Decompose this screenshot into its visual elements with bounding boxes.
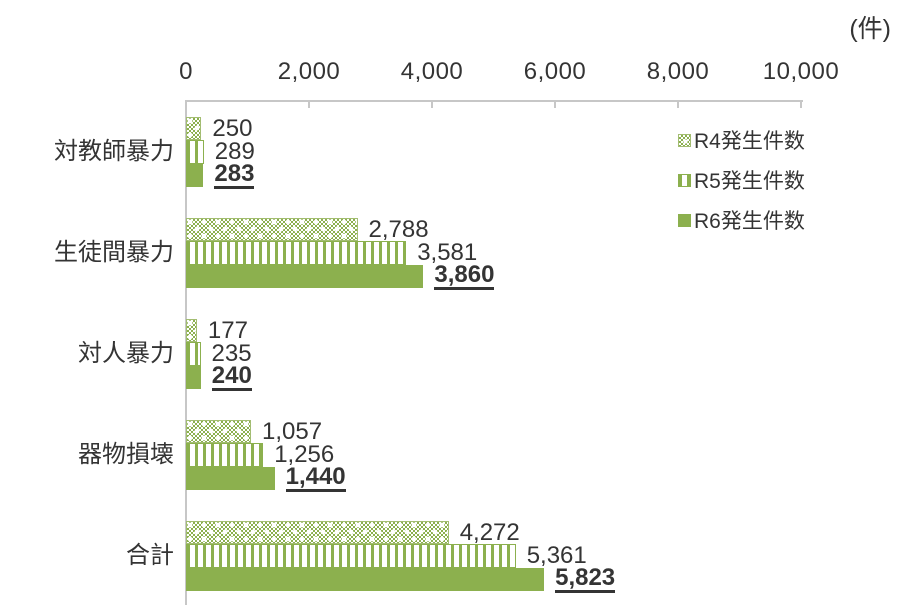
legend-swatch-r6 — [678, 213, 691, 227]
bar-value-text: 235 — [211, 340, 252, 368]
bar-value-text: 5,361 — [526, 542, 587, 570]
bar-r4 — [186, 218, 358, 242]
x-tick — [677, 101, 679, 108]
x-axis-line — [186, 100, 803, 102]
bar-r4 — [186, 521, 449, 545]
x-tick-label: 0 — [179, 58, 193, 85]
bar-r5 — [186, 544, 516, 568]
legend-swatch-r4 — [678, 133, 691, 147]
legend-swatch-r5 — [678, 173, 691, 187]
bar-r6 — [186, 365, 201, 389]
bar-value-label: 1,057 — [262, 418, 323, 446]
bar-r5 — [186, 241, 407, 265]
bar-value-label: 289 — [214, 138, 255, 166]
bar-value-label: 3,860 — [434, 260, 495, 290]
bar-r5 — [186, 140, 204, 164]
bar-value-label: 1,440 — [285, 462, 346, 492]
x-tick — [431, 101, 433, 108]
bar-r5 — [186, 443, 264, 467]
bar-value-label: 283 — [214, 159, 255, 189]
bar-value-text: 1,256 — [274, 441, 335, 469]
bar-r6 — [186, 163, 204, 187]
bar-value-text: 283 — [214, 159, 255, 189]
bar-value-text: 177 — [207, 317, 248, 345]
unit-label: (件) — [849, 15, 891, 43]
bar-value-text: 1,440 — [285, 462, 346, 492]
bar-r4 — [186, 319, 197, 343]
bar-value-text: 4,272 — [459, 519, 520, 547]
x-tick — [800, 101, 802, 108]
bar-value-label: 235 — [211, 340, 252, 368]
bar-value-label: 5,361 — [526, 542, 587, 570]
legend-label: R6発生件数 — [694, 210, 805, 233]
bar-value-label: 4,272 — [459, 519, 520, 547]
bar-value-text: 5,823 — [555, 563, 616, 593]
bar-r4 — [186, 117, 202, 141]
bar-value-text: 3,581 — [417, 239, 478, 267]
x-tick — [554, 101, 556, 108]
bar-value-label: 177 — [207, 317, 248, 345]
x-tick-label: 10,000 — [762, 58, 840, 85]
bar-value-text: 1,057 — [262, 418, 323, 446]
x-tick-label: 8,000 — [646, 58, 710, 85]
legend-item: R5発生件数 — [678, 169, 805, 193]
x-tick — [185, 101, 187, 108]
bar-r5 — [186, 342, 201, 366]
legend-label: R5発生件数 — [694, 170, 805, 193]
bar-value-text: 2,788 — [368, 216, 429, 244]
bar-value-label: 1,256 — [274, 441, 335, 469]
bar-r6 — [186, 567, 545, 591]
x-tick-label: 6,000 — [523, 58, 587, 85]
x-tick — [308, 101, 310, 108]
bar-value-label: 5,823 — [555, 563, 616, 593]
category-label: 対教師暴力 — [54, 137, 174, 165]
category-label: 対人暴力 — [78, 339, 174, 367]
legend-item: R6発生件数 — [678, 209, 805, 233]
x-tick-label: 2,000 — [277, 58, 341, 85]
x-tick-label: 4,000 — [400, 58, 464, 85]
legend-item: R4発生件数 — [678, 129, 805, 153]
bar-value-text: 3,860 — [434, 260, 495, 290]
bar-value-label: 240 — [211, 361, 252, 391]
category-label: 器物損壊 — [78, 440, 174, 468]
bar-r4 — [186, 420, 251, 444]
bar-value-text: 240 — [211, 361, 252, 391]
bar-value-text: 289 — [214, 138, 255, 166]
legend-label: R4発生件数 — [694, 130, 805, 153]
bar-value-text: 250 — [212, 115, 253, 143]
bar-r6 — [186, 466, 275, 490]
bar-value-label: 250 — [212, 115, 253, 143]
bar-r6 — [186, 264, 424, 288]
category-label: 合計 — [126, 541, 174, 569]
bar-value-label: 3,581 — [417, 239, 478, 267]
bar-value-label: 2,788 — [368, 216, 429, 244]
category-label: 生徒間暴力 — [54, 238, 174, 266]
